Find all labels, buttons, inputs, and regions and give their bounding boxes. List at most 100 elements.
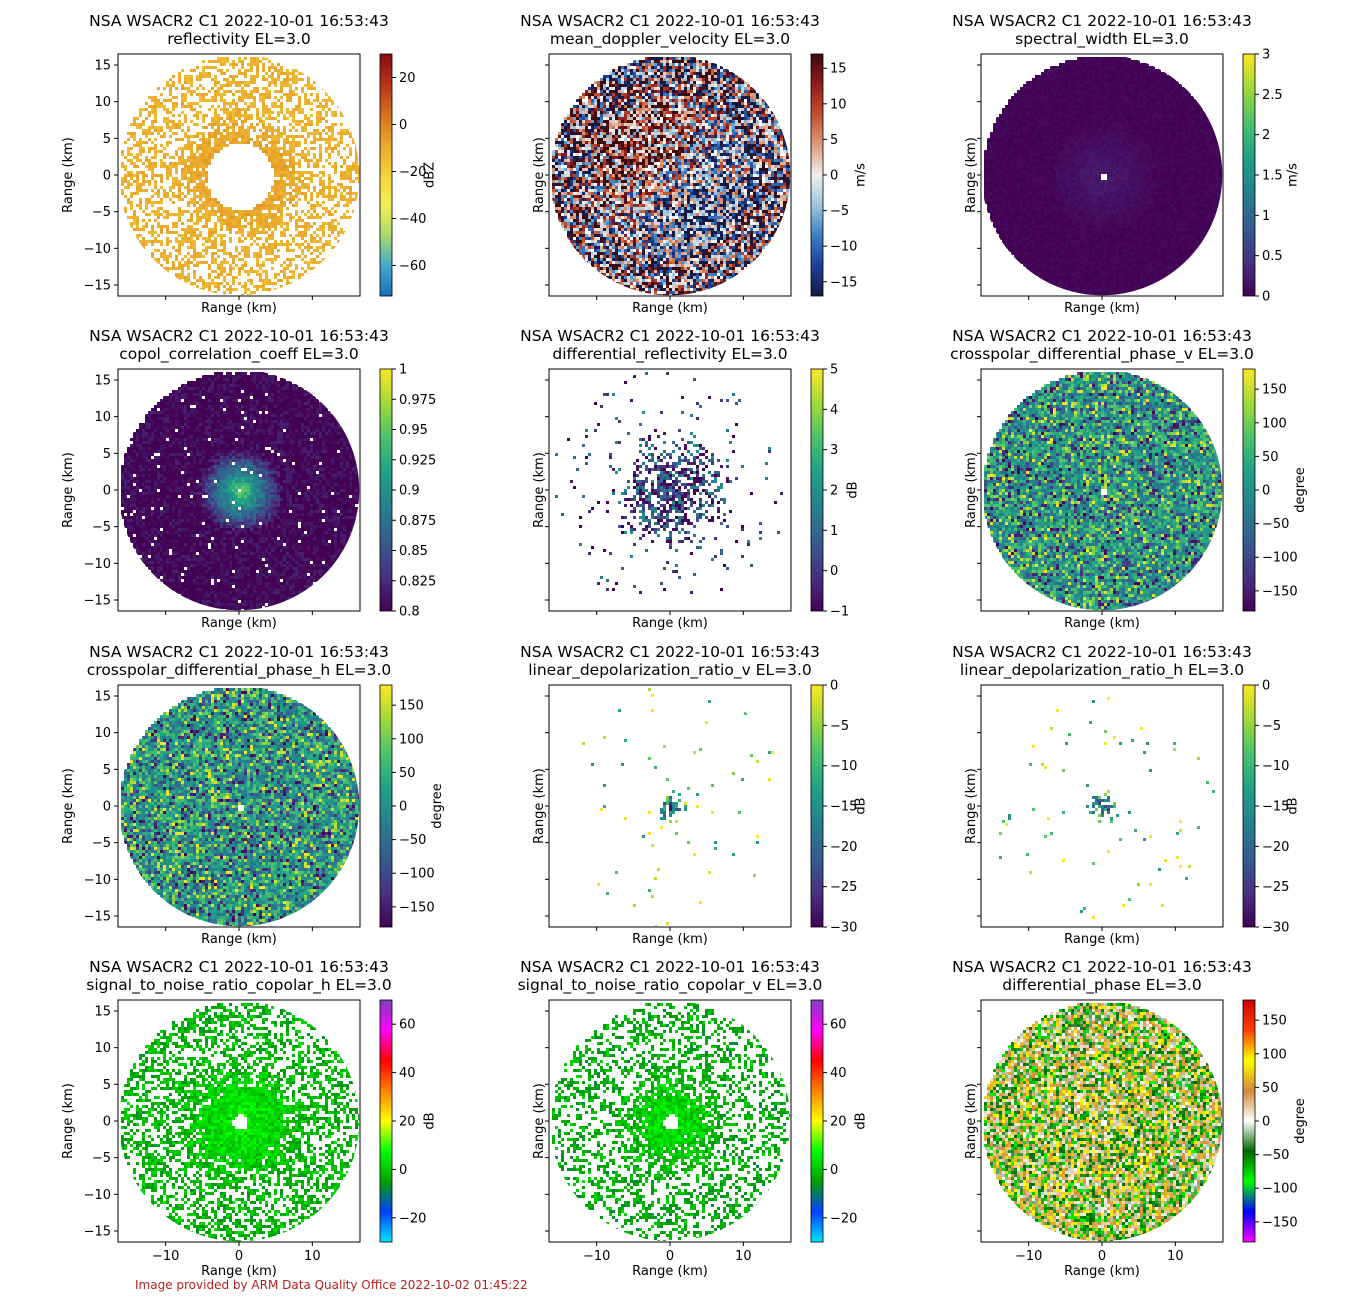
radar-field: [984, 372, 1223, 611]
x-axis-label: Range (km): [201, 1264, 277, 1279]
colorbar: [1242, 368, 1256, 612]
colorbar: [810, 684, 824, 928]
colorbar-tick-label: 0: [1262, 1115, 1270, 1130]
colorbar-tick-label: −5: [830, 204, 849, 219]
x-tick-label: −10: [583, 1249, 610, 1264]
x-tick-label: −10: [152, 1249, 179, 1264]
radar-field: [999, 697, 1215, 919]
colorbar-tick-label: 0.825: [399, 574, 436, 589]
y-tick-label: 0: [103, 169, 111, 184]
colorbar-tick-label: 0: [399, 118, 407, 133]
colorbar-tick-label: −5: [830, 719, 849, 734]
colorbar-units-label: dB: [1285, 797, 1300, 814]
x-axis-label: Range (km): [1064, 932, 1140, 947]
panel-signal-to-noise-ratio-copolar-v: NSA WSACR2 C1 2022-10-01 16:53:43signal_…: [518, 958, 869, 1279]
colorbar-tick-label: −30: [1262, 921, 1289, 936]
panel-title-line1: NSA WSACR2 C1 2022-10-01 16:53:43: [520, 12, 820, 30]
y-axis-label: Range (km): [61, 137, 76, 213]
colorbar-tick-label: 0: [830, 564, 838, 579]
panel-title-line1: NSA WSACR2 C1 2022-10-01 16:53:43: [89, 958, 389, 976]
y-axis-label: Range (km): [964, 452, 979, 528]
colorbar-tick-label: 150: [1262, 383, 1287, 398]
colorbar-tick-label: 1: [1262, 209, 1270, 224]
colorbar-tick-label: −30: [830, 921, 857, 936]
colorbar-tick-label: −50: [1262, 1148, 1289, 1163]
colorbar-units-label: dB: [422, 1112, 437, 1129]
colorbar-units-label: degree: [1293, 1098, 1308, 1144]
colorbar: [379, 368, 393, 612]
colorbar-units-label: dB: [853, 797, 868, 814]
colorbar-tick-label: 3: [1262, 48, 1270, 63]
colorbar-tick-label: 150: [1262, 1014, 1287, 1029]
colorbar-tick-label: 5: [830, 133, 838, 148]
colorbar-tick-label: 0.95: [399, 423, 428, 438]
colorbar-tick-label: 5: [830, 363, 838, 378]
colorbar-units-label: dB: [846, 481, 861, 498]
y-tick-label: −15: [84, 279, 111, 294]
radar-field: [984, 1003, 1223, 1242]
x-axis-label: Range (km): [1064, 301, 1140, 316]
y-axis-label: Range (km): [532, 768, 547, 844]
colorbar-tick-label: 10: [830, 97, 847, 112]
y-tick-label: 15: [94, 59, 111, 74]
y-tick-label: 5: [103, 447, 111, 462]
colorbar-tick-label: −25: [1262, 880, 1289, 895]
colorbar: [1242, 684, 1256, 928]
colorbar-tick-label: 0: [830, 1163, 838, 1178]
x-axis-label: Range (km): [201, 932, 277, 947]
panel-title-line2: crosspolar_differential_phase_v EL=3.0: [950, 345, 1254, 364]
y-tick-label: 15: [94, 1005, 111, 1020]
x-tick-label: 0: [235, 1249, 243, 1264]
panel-title-line1: NSA WSACR2 C1 2022-10-01 16:53:43: [89, 643, 389, 661]
colorbar-tick-label: −20: [830, 1211, 857, 1226]
credit-text: Image provided by ARM Data Quality Offic…: [135, 1278, 528, 1292]
colorbar-tick-label: 20: [830, 1115, 847, 1130]
colorbar-tick-label: −150: [399, 900, 435, 915]
y-tick-label: 5: [103, 132, 111, 147]
y-tick-label: −10: [84, 1188, 111, 1203]
radar-field: [121, 372, 360, 611]
colorbar: [1242, 999, 1256, 1243]
colorbar: [379, 999, 393, 1243]
colorbar-tick-label: 1: [399, 363, 407, 378]
panel-title-line1: NSA WSACR2 C1 2022-10-01 16:53:43: [952, 12, 1252, 30]
radar-field: [582, 688, 774, 927]
panel-title-line2: differential_phase EL=3.0: [1002, 976, 1201, 995]
colorbar: [810, 53, 824, 297]
y-axis-label: Range (km): [532, 137, 547, 213]
y-tick-label: 10: [94, 95, 111, 110]
y-tick-label: −5: [92, 520, 111, 535]
colorbar-tick-label: 0: [399, 800, 407, 815]
colorbar-tick-label: 0: [399, 1163, 407, 1178]
y-tick-label: −5: [92, 205, 111, 220]
colorbar-tick-label: −20: [1262, 840, 1289, 855]
x-tick-label: 10: [1167, 1249, 1184, 1264]
colorbar: [810, 368, 824, 612]
panel-spectral-width: NSA WSACR2 C1 2022-10-01 16:53:43spectra…: [952, 12, 1300, 316]
panel-title-line1: NSA WSACR2 C1 2022-10-01 16:53:43: [520, 958, 820, 976]
colorbar-units-label: degree: [430, 783, 445, 829]
colorbar-tick-label: −1: [830, 605, 849, 620]
colorbar-tick-label: −15: [1262, 800, 1289, 815]
colorbar-tick-label: −25: [830, 880, 857, 895]
x-axis-label: Range (km): [632, 301, 708, 316]
radar-field: [121, 688, 360, 927]
panel-copol-correlation-coeff: NSA WSACR2 C1 2022-10-01 16:53:43copol_c…: [61, 327, 436, 631]
y-tick-label: −15: [84, 1225, 111, 1240]
colorbar: [379, 53, 393, 297]
colorbar-tick-label: 0: [830, 169, 838, 184]
colorbar-tick-label: 50: [1262, 450, 1279, 465]
radar-field: [984, 57, 1223, 296]
panel-signal-to-noise-ratio-copolar-h: NSA WSACR2 C1 2022-10-01 16:53:43signal_…: [61, 958, 437, 1279]
colorbar-tick-label: 0: [1262, 679, 1270, 694]
radar-field: [121, 57, 360, 296]
colorbar-tick-label: −50: [399, 833, 426, 848]
panel-title-line1: NSA WSACR2 C1 2022-10-01 16:53:43: [89, 12, 389, 30]
colorbar-tick-label: 0.875: [399, 514, 436, 529]
panel-differential-reflectivity: NSA WSACR2 C1 2022-10-01 16:53:43differe…: [520, 327, 860, 631]
panel-title-line1: NSA WSACR2 C1 2022-10-01 16:53:43: [952, 327, 1252, 345]
colorbar-tick-label: −15: [830, 275, 857, 290]
colorbar-tick-label: 20: [399, 1115, 416, 1130]
colorbar: [1242, 53, 1256, 297]
panel-title-line2: signal_to_noise_ratio_copolar_h EL=3.0: [86, 976, 391, 995]
